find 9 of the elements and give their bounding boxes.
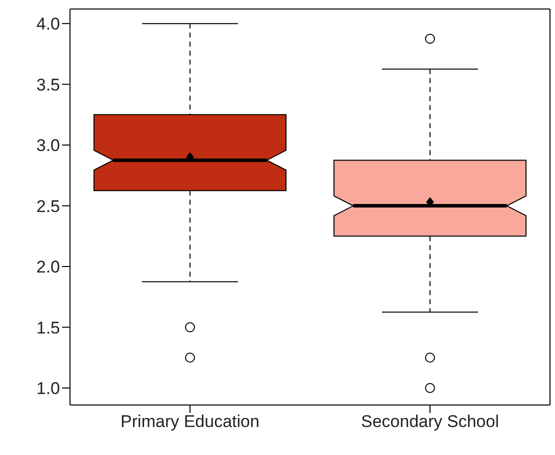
y-tick-label: 1.0 xyxy=(36,379,60,398)
y-tick-label: 3.5 xyxy=(36,75,60,94)
y-tick-label: 3.0 xyxy=(36,136,60,156)
y-tick-label: 1.5 xyxy=(36,318,60,338)
x-tick-label: Secondary School xyxy=(361,412,499,432)
x-tick-label: Primary Education xyxy=(120,412,260,432)
y-tick-label: 2.0 xyxy=(36,258,60,277)
y-tick-label: 4.0 xyxy=(36,14,60,34)
y-tick-label: 2.5 xyxy=(36,196,60,216)
